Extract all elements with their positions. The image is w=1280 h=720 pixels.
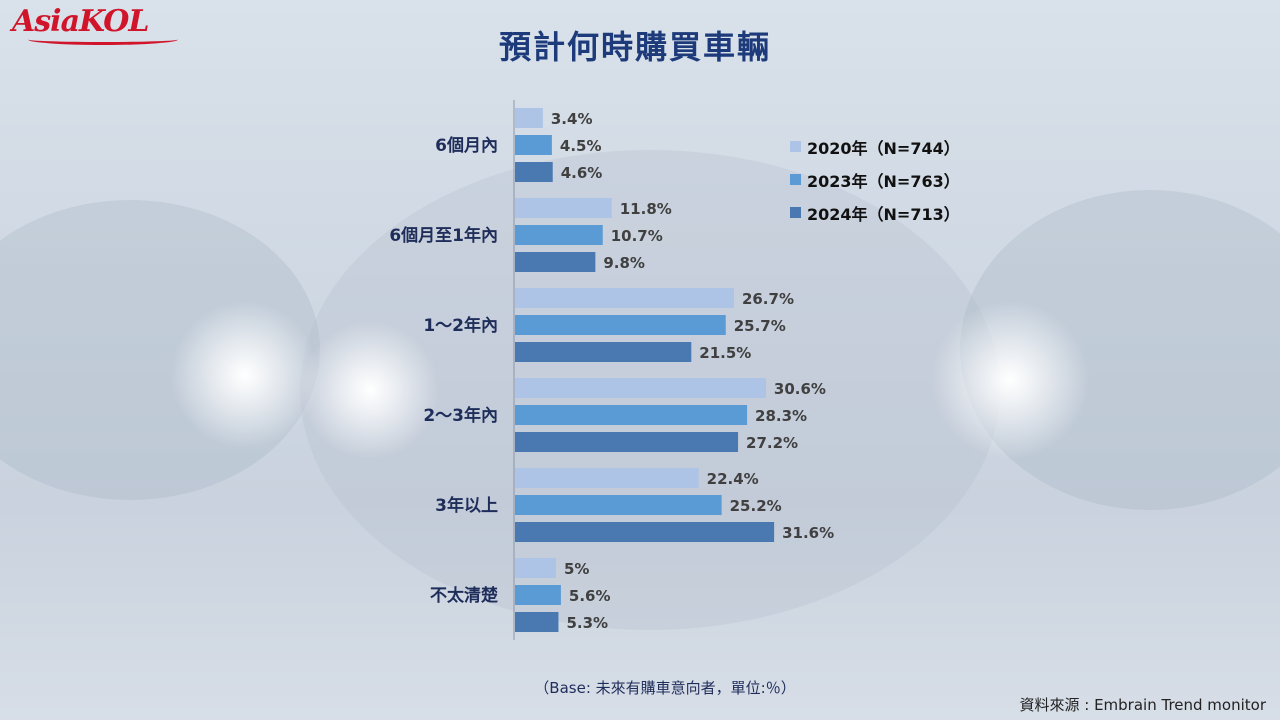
bar-2023 bbox=[515, 405, 748, 425]
bar-2024 bbox=[515, 252, 596, 272]
data-label-2023: 4.5% bbox=[560, 137, 602, 155]
bar-2020 bbox=[515, 198, 612, 218]
legend-label-2024: 2024年（N=713） bbox=[807, 204, 960, 224]
bar-2024 bbox=[515, 522, 775, 542]
data-label-2023: 25.2% bbox=[730, 497, 782, 515]
legend-swatch-2020 bbox=[790, 141, 801, 152]
category-label: 不太清楚 bbox=[430, 585, 499, 606]
data-label-2023: 25.7% bbox=[734, 317, 786, 335]
bar-2023 bbox=[515, 585, 561, 605]
data-label-2024: 4.6% bbox=[561, 164, 603, 182]
bar-2024 bbox=[515, 342, 692, 362]
data-label-2020: 5% bbox=[564, 560, 589, 578]
legend-label-2020: 2020年（N=744） bbox=[807, 138, 960, 158]
category-label: 2～3年內 bbox=[423, 405, 498, 426]
bar-2020 bbox=[515, 558, 556, 578]
data-label-2020: 3.4% bbox=[551, 110, 593, 128]
data-label-2023: 5.6% bbox=[569, 587, 611, 605]
legend-item-2023: 2023年（N=763） bbox=[790, 163, 960, 196]
headlight-glow-center bbox=[300, 320, 440, 460]
data-label-2020: 22.4% bbox=[707, 470, 759, 488]
data-label-2020: 26.7% bbox=[742, 290, 794, 308]
bar-2023 bbox=[515, 225, 603, 245]
category-label: 1～2年內 bbox=[423, 315, 498, 336]
data-label-2023: 28.3% bbox=[755, 407, 807, 425]
page-title: 預計何時購買車輛 bbox=[498, 28, 771, 66]
chart-legend: 2020年（N=744） 2023年（N=763） 2024年（N=713） bbox=[790, 130, 960, 229]
legend-item-2020: 2020年（N=744） bbox=[790, 130, 960, 163]
source-note: 資料來源 : Embrain Trend monitor bbox=[1019, 696, 1266, 714]
category-label: 3年以上 bbox=[435, 495, 498, 516]
bar-2023 bbox=[515, 315, 726, 335]
data-label-2024: 9.8% bbox=[603, 254, 645, 272]
legend-swatch-2024 bbox=[790, 207, 801, 218]
data-label-2020: 11.8% bbox=[620, 200, 672, 218]
category-label: 6個月內 bbox=[435, 135, 498, 156]
data-label-2023: 10.7% bbox=[611, 227, 663, 245]
legend-item-2024: 2024年（N=713） bbox=[790, 196, 960, 229]
headlight-glow-right bbox=[930, 300, 1090, 460]
bar-2024 bbox=[515, 162, 553, 182]
bar-2024 bbox=[515, 432, 739, 452]
bar-2024 bbox=[515, 612, 559, 632]
legend-label-2023: 2023年（N=763） bbox=[807, 171, 960, 191]
data-label-2024: 5.3% bbox=[566, 614, 608, 632]
bar-2023 bbox=[515, 495, 722, 515]
bar-2023 bbox=[515, 135, 552, 155]
base-note: （Base: 未來有購車意向者，單位:％） bbox=[534, 679, 796, 697]
category-label: 6個月至1年內 bbox=[389, 225, 498, 246]
data-label-2024: 31.6% bbox=[782, 524, 834, 542]
data-label-2020: 30.6% bbox=[774, 380, 826, 398]
data-label-2024: 21.5% bbox=[699, 344, 751, 362]
bar-2020 bbox=[515, 378, 766, 398]
bar-2020 bbox=[515, 108, 543, 128]
bar-2020 bbox=[515, 468, 699, 488]
headlight-glow-left bbox=[170, 300, 320, 450]
bar-2020 bbox=[515, 288, 734, 308]
legend-swatch-2023 bbox=[790, 174, 801, 185]
data-label-2024: 27.2% bbox=[746, 434, 798, 452]
logo-swoosh bbox=[28, 34, 178, 45]
